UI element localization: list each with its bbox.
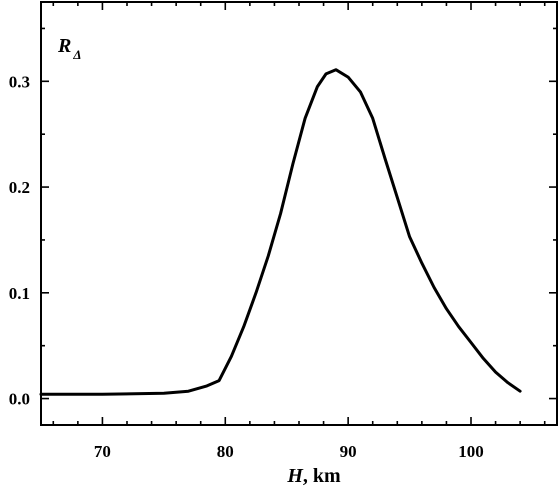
plot-frame <box>40 1 558 426</box>
y-axis-ticks: 0.0 0.1 0.2 0.3 <box>9 27 557 409</box>
series-layer <box>39 68 522 396</box>
x-axis-label-var: H <box>286 465 304 487</box>
x-axis-label-unit: , km <box>303 465 341 487</box>
series-line <box>39 68 522 396</box>
y-tick-label: 0.3 <box>9 72 30 91</box>
x-axis-ticks: 70 80 90 100 <box>52 2 546 461</box>
plot-area <box>40 1 558 426</box>
y-tick-label: 0.1 <box>9 284 30 303</box>
x-tick-label: 90 <box>340 442 357 461</box>
y-tick-label: 0.2 <box>9 178 30 197</box>
y-axis-label-subscript: Δ <box>72 47 81 62</box>
y-tick-label: 0.0 <box>9 390 30 409</box>
x-tick-label: 70 <box>94 442 111 461</box>
x-tick-label: 100 <box>458 442 484 461</box>
y-axis-label-main: R <box>57 35 71 57</box>
x-tick-label: 80 <box>217 442 234 461</box>
x-axis-label: H, km <box>286 465 341 487</box>
